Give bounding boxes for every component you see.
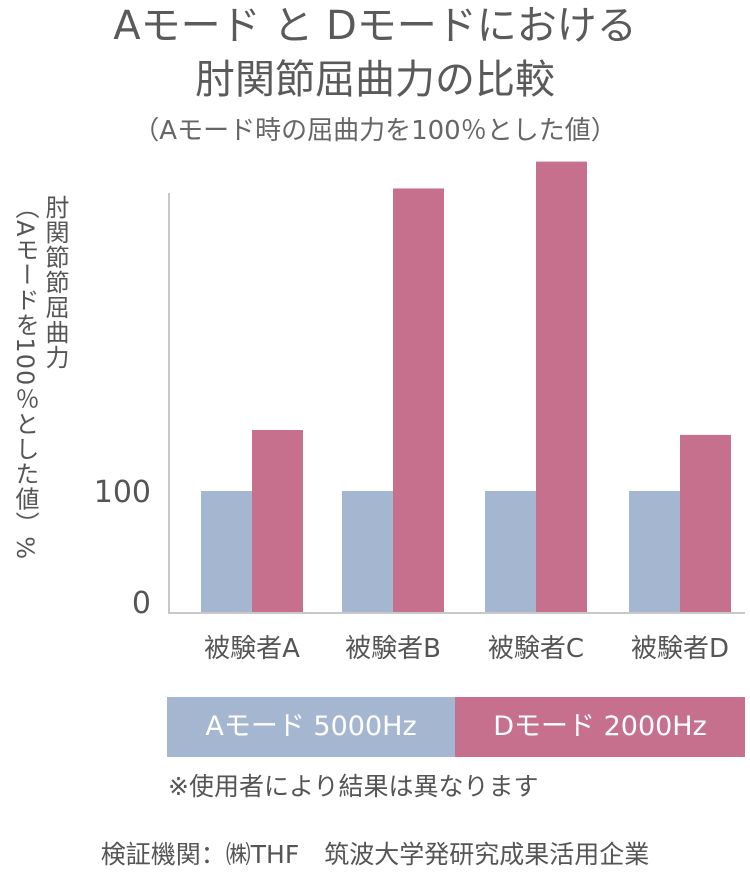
x-tick-label-3: 被験者C — [488, 634, 584, 664]
chart-subtitle: （Aモード時の屈曲力を100％とした値） — [133, 116, 617, 146]
bar-chart: 0 100 被験者A 被験者B 被験者C 被験者D — [94, 161, 745, 664]
bar-d-mode-4 — [680, 434, 731, 613]
x-ticks-group: 被験者A 被験者B 被験者C 被験者D — [204, 634, 729, 664]
footer-credit: 検証機関：㈱THF 筑波大学発研究成果活用企業 — [100, 840, 650, 869]
chart-title-line2: 肘関節屈曲力の比較 — [195, 57, 555, 103]
x-tick-label-1: 被験者A — [204, 634, 300, 664]
y-ticks-group: 0 100 — [94, 475, 151, 621]
bar-a-mode-2 — [342, 491, 393, 613]
y-axis-label: 肘関節節屈曲力 （Aモードを100％とした値）% — [10, 195, 70, 560]
x-tick-label-4: 被験者D — [631, 634, 729, 664]
y-axis-label-line1: 肘関節節屈曲力 — [41, 195, 69, 370]
legend-d-mode-label: Dモード 2000Hz — [493, 711, 707, 742]
y-tick-label-100: 100 — [94, 475, 151, 510]
disclaimer-note: ※使用者により結果は異なります — [168, 772, 539, 801]
bar-d-mode-3 — [536, 161, 587, 613]
y-tick-label-0: 0 — [132, 586, 151, 621]
bar-a-mode-3 — [485, 491, 536, 613]
x-tick-label-2: 被験者B — [345, 634, 441, 664]
bars-group — [201, 161, 731, 613]
legend-d-mode: Dモード 2000Hz — [455, 697, 745, 757]
chart-title-line1: Aモード と Dモードにおける — [113, 3, 637, 49]
bar-d-mode-1 — [252, 430, 303, 613]
legend-a-mode-label: Aモード 5000Hz — [205, 711, 417, 742]
legend-a-mode: Aモード 5000Hz — [167, 697, 455, 757]
bar-a-mode-4 — [629, 491, 680, 613]
bar-d-mode-2 — [393, 188, 444, 613]
y-axis-label-line2: （Aモードを100％とした値）% — [11, 195, 39, 561]
bar-a-mode-1 — [201, 491, 252, 613]
